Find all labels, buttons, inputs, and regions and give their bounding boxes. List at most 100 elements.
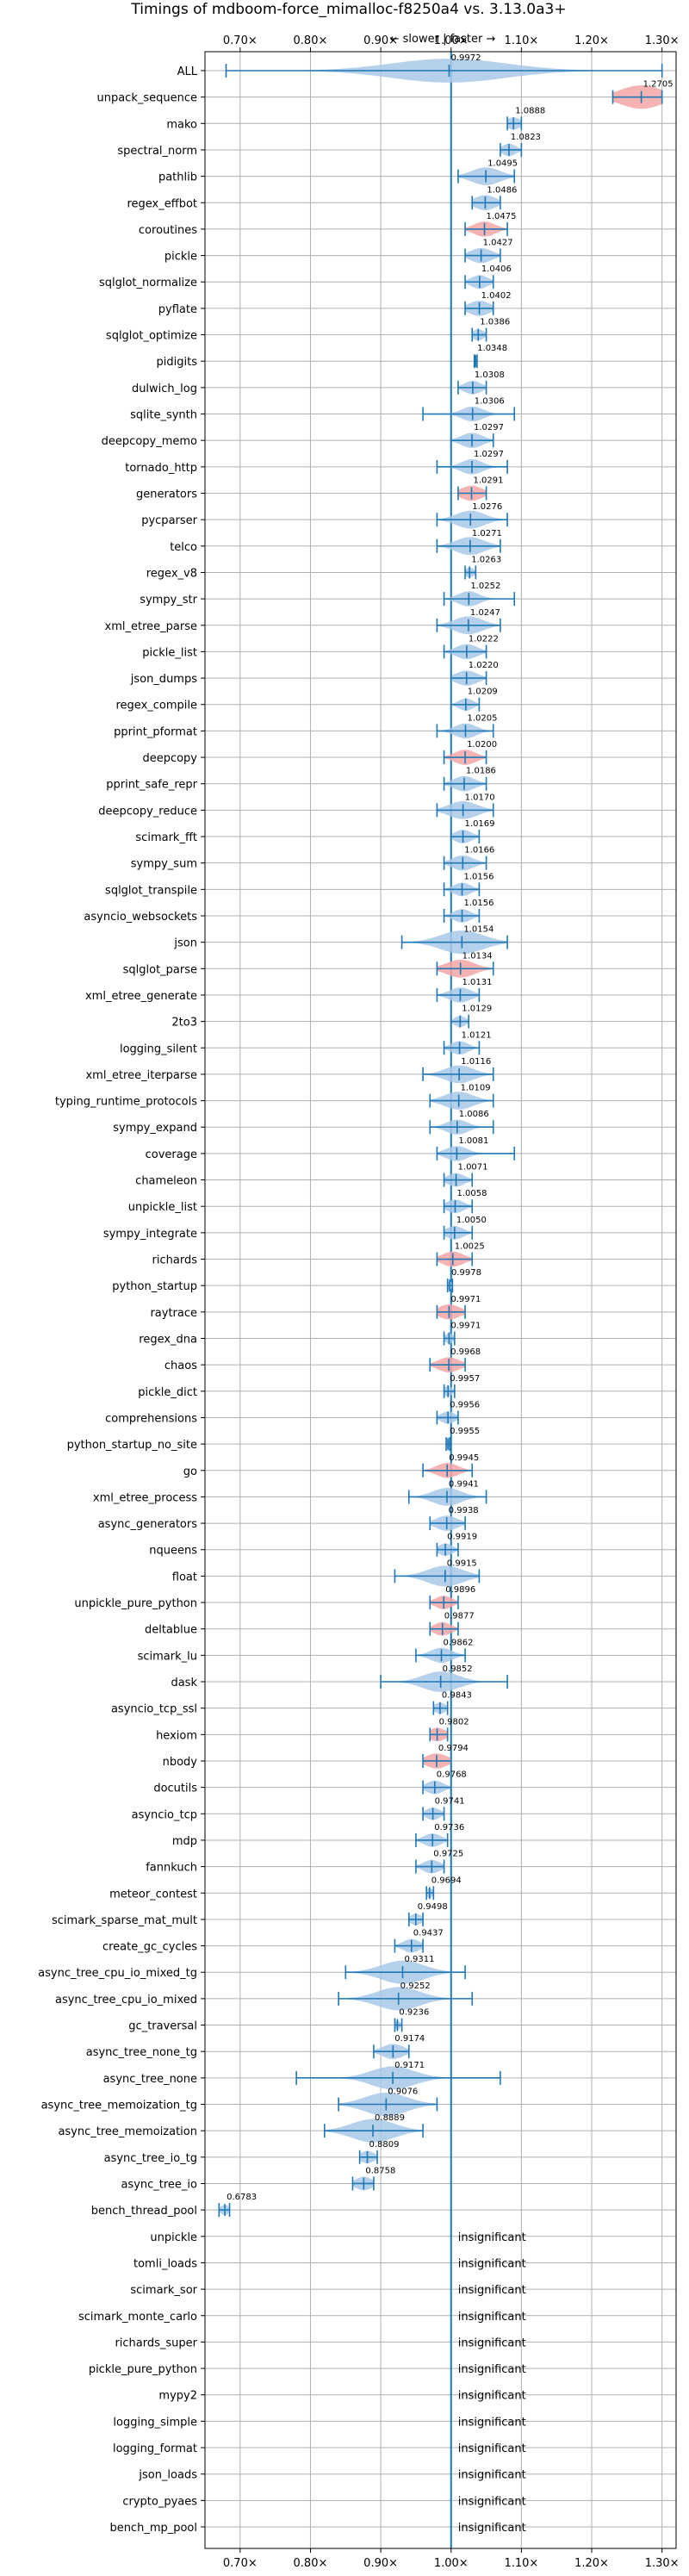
violin-dulwich_log: 1.0308	[457, 370, 505, 395]
tick-label-bottom: 1.00×	[434, 2557, 469, 2570]
value-label: 1.0071	[458, 1163, 488, 1173]
violin-dask: 0.9852	[380, 1664, 508, 1692]
violin-sqlglot_optimize: 1.0386	[471, 318, 510, 342]
value-label: 1.0134	[462, 951, 493, 961]
category-label: unpickle_pure_python	[74, 1597, 197, 1610]
category-label: unpickle_list	[128, 1201, 197, 1214]
violin-richards: 1.0025	[436, 1242, 485, 1267]
insignificant-label: insignificant	[458, 2311, 526, 2324]
value-label: 0.8889	[375, 2113, 405, 2123]
violin-xml_etree_process: 0.9941	[407, 1479, 487, 1506]
violin-gc_traversal: 0.9236	[394, 2008, 429, 2032]
violin-chaos: 0.9968	[429, 1347, 481, 1372]
category-label: dask	[171, 1677, 197, 1689]
category-label: sympy_sum	[131, 858, 197, 871]
violin-telco: 1.0271	[436, 529, 502, 556]
violin-mdp: 0.9736	[415, 1823, 464, 1847]
category-label: scimark_monte_carlo	[78, 2311, 197, 2324]
violin-async_tree_none_tg: 0.9174	[373, 2034, 425, 2059]
category-label: mypy2	[158, 2390, 197, 2403]
value-label: 1.0486	[487, 185, 517, 195]
category-label: pyflate	[158, 303, 197, 316]
violin-nbody: 0.9794	[422, 1744, 469, 1769]
category-label: bench_thread_pool	[91, 2205, 197, 2218]
value-label: 1.0823	[511, 133, 541, 142]
category-label: pathlib	[158, 171, 197, 184]
insignificant-label: insignificant	[458, 2469, 526, 2482]
violin-sqlglot_parse: 1.0134	[436, 951, 494, 978]
category-label: scimark_lu	[138, 1650, 197, 1663]
value-label: 0.8758	[365, 2166, 395, 2175]
category-label: 2to3	[171, 1017, 197, 1030]
value-label: 0.9862	[443, 1638, 473, 1647]
violin-pickle_dict: 0.9957	[443, 1374, 480, 1398]
value-label: 1.0086	[459, 1110, 489, 1119]
violin-xml_etree_parse: 1.0247	[436, 608, 501, 635]
value-label: 1.0888	[515, 106, 545, 115]
value-label: 1.0427	[483, 239, 513, 248]
category-label: async_tree_none_tg	[86, 2046, 197, 2059]
category-label: bench_mp_pool	[109, 2522, 197, 2535]
category-label: tornado_http	[125, 462, 197, 475]
violin-pyflate: 1.0402	[464, 291, 512, 316]
value-label: 1.0166	[464, 846, 494, 856]
value-label: 0.9076	[388, 2088, 418, 2097]
violin-meteor_contest: 0.9694	[425, 1876, 462, 1901]
tick-label-top: 1.30×	[645, 34, 680, 47]
category-label: async_tree_cpu_io_mixed	[55, 1994, 197, 2007]
insignificant-label: insignificant	[458, 2363, 526, 2376]
category-label: sqlglot_optimize	[106, 330, 197, 343]
category-label: generators	[136, 488, 197, 501]
violin-regex_v8: 1.0263	[464, 555, 501, 580]
tick-label-top: 1.10×	[504, 34, 538, 47]
value-label: 1.0156	[463, 899, 493, 908]
category-label: unpickle	[150, 2231, 197, 2244]
violin-deepcopy_memo: 1.0297	[450, 423, 504, 448]
category-label: sympy_str	[140, 594, 197, 607]
tick-label-bottom: 1.10×	[504, 2557, 538, 2570]
category-label: nqueens	[149, 1545, 197, 1558]
tick-label-top: 0.90×	[363, 34, 398, 47]
insignificant-label: insignificant	[458, 2442, 526, 2455]
category-label: tomli_loads	[133, 2257, 197, 2270]
violin-asyncio_tcp: 0.9741	[422, 1796, 465, 1821]
violin-pidigits: 1.0348	[473, 344, 507, 369]
violin-async_tree_cpu_io_mixed: 0.9252	[338, 1982, 474, 2011]
violin-sympy_integrate: 1.0050	[443, 1216, 487, 1240]
axis-direction-label: ← slower | faster →	[390, 33, 496, 46]
top-axis-ticks: 0.70× 0.80× 0.90× 1.00× 1.10× 1.20× 1.30×	[223, 34, 680, 52]
category-label: deepcopy_memo	[102, 435, 197, 448]
violin-scimark_lu: 0.9862	[415, 1638, 473, 1664]
violin-async_tree_memoization: 0.8889	[323, 2113, 424, 2143]
value-label: 0.9741	[435, 1796, 465, 1806]
violin-scimark_sparse_mat_mult: 0.9498	[407, 1902, 448, 1926]
violin-coverage: 1.0081	[436, 1136, 516, 1161]
violin-sqlite_synth: 1.0306	[422, 397, 516, 422]
value-label: 0.9915	[447, 1559, 477, 1568]
value-label: 1.0205	[467, 713, 497, 723]
value-label: 0.9843	[442, 1691, 472, 1701]
violin-unpickle_pure_python: 0.9896	[429, 1585, 475, 1610]
violin-nqueens: 0.9919	[436, 1533, 477, 1557]
category-label: sqlite_synth	[130, 409, 197, 422]
value-label: 1.0131	[462, 978, 492, 987]
violin-async_generators: 0.9938	[429, 1506, 479, 1531]
value-label: 1.0306	[475, 397, 505, 407]
value-label: 0.9768	[437, 1770, 467, 1780]
violin-raytrace: 0.9971	[436, 1295, 481, 1320]
value-label: 0.8809	[369, 2140, 400, 2150]
category-label: scimark_fft	[135, 831, 197, 844]
insignificant-label: insignificant	[458, 2284, 526, 2297]
value-label: 1.0220	[469, 661, 499, 670]
category-label: pickle	[164, 251, 197, 264]
category-label: xml_etree_generate	[85, 990, 197, 1003]
violin-xml_etree_generate: 1.0131	[436, 978, 492, 1003]
category-label: coverage	[146, 1148, 197, 1161]
value-label: 0.9968	[450, 1347, 481, 1357]
category-label: sympy_integrate	[103, 1228, 197, 1241]
value-label: 0.9174	[394, 2034, 425, 2044]
insignificant-label: insignificant	[458, 2495, 526, 2508]
value-label: 0.9437	[413, 1929, 444, 1938]
value-label: 0.9978	[451, 1268, 481, 1278]
category-label: float	[172, 1571, 197, 1584]
